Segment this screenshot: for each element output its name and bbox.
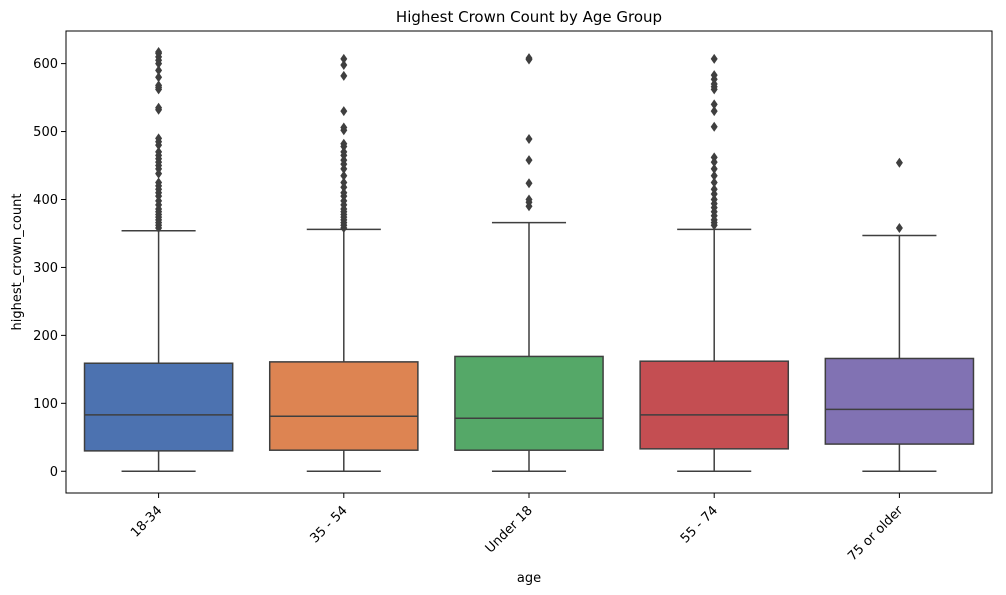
outlier-point-35-54 (340, 170, 348, 181)
outlier-point-55-74 (710, 121, 718, 132)
y-tick-label: 500 (33, 125, 58, 140)
x-tick-label-18-34: 18-34 (128, 503, 165, 540)
outlier-point-35-54 (340, 146, 348, 157)
outlier-point-75-or-older (895, 157, 903, 168)
y-tick-label: 600 (33, 57, 58, 72)
outlier-point-55-74 (710, 70, 718, 81)
outlier-point-under-18 (525, 194, 533, 205)
y-tick-label: 400 (33, 193, 58, 208)
box-under-18 (454, 355, 604, 451)
outlier-point-75-or-older (895, 223, 903, 234)
y-tick-label: 0 (50, 465, 58, 480)
outlier-point-under-18 (525, 134, 533, 145)
x-tick-label-55-74: 55 - 74 (678, 503, 721, 546)
box-18-34 (83, 362, 234, 452)
outlier-point-55-74 (710, 106, 718, 117)
x-tick-label-under-18: Under 18 (483, 503, 536, 556)
box-35-54 (268, 361, 419, 451)
outlier-point-18-34 (155, 72, 163, 83)
outlier-point-18-34 (155, 80, 163, 91)
x-tick-label-75-or-older: 75 or older (845, 503, 906, 564)
outlier-point-18-34 (155, 47, 163, 58)
outlier-point-18-34 (155, 146, 163, 157)
outlier-point-18-34 (155, 133, 163, 144)
outlier-point-under-18 (525, 178, 533, 189)
outlier-point-35-54 (340, 122, 348, 133)
y-axis-label: highest_crown_count (10, 194, 25, 331)
box-75-or-older (824, 357, 975, 445)
outlier-point-55-74 (710, 163, 718, 174)
outlier-point-18-34 (155, 177, 163, 188)
box-55-74 (639, 360, 790, 450)
outlier-point-35-54 (340, 59, 348, 70)
outlier-point-under-18 (525, 155, 533, 166)
y-tick-label: 200 (33, 329, 58, 344)
outlier-point-55-74 (710, 177, 718, 188)
outlier-point-55-74 (710, 152, 718, 163)
plot-frame (65, 30, 993, 494)
plot-area: 0 100 200 300 400 500 600 18-34 35 - 54 Under 18 5… (33, 47, 975, 564)
outlier-point-18-34 (155, 65, 163, 76)
outlier-point-35-54 (340, 53, 348, 64)
outlier-point-35-54 (340, 138, 348, 149)
outlier-point-35-54 (340, 106, 348, 117)
x-tick-label-35-54: 35 - 54 (307, 503, 350, 546)
outlier-point-55-74 (710, 170, 718, 181)
outlier-point-35-54 (340, 177, 348, 188)
outlier-point-35-54 (340, 187, 348, 198)
outlier-point-35-54 (340, 70, 348, 81)
outlier-point-55-74 (710, 53, 718, 64)
y-tick-label: 100 (33, 397, 58, 412)
y-tick-label: 300 (33, 261, 58, 276)
outlier-point-18-34 (155, 102, 163, 113)
outlier-point-55-74 (710, 184, 718, 195)
x-axis-label: age (517, 571, 541, 586)
outlier-point-55-74 (710, 194, 718, 205)
outlier-point-55-74 (710, 99, 718, 110)
outlier-point-under-18 (525, 53, 533, 64)
chart-title: Highest Crown Count by Age Group (396, 8, 662, 26)
